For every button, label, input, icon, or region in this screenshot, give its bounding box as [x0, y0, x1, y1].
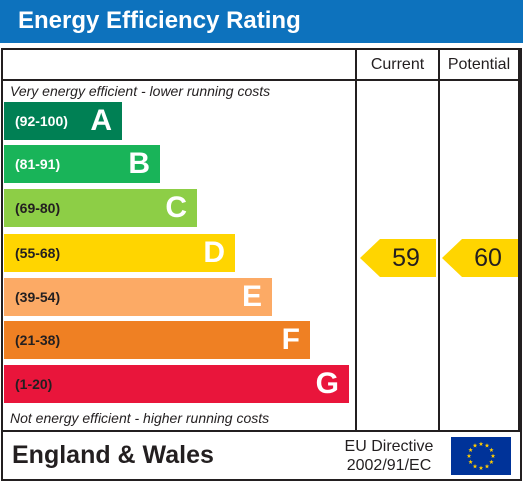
eu-star-icon — [472, 443, 478, 448]
column-header-current: Current — [370, 56, 425, 73]
band-f: (21-38) F — [4, 321, 310, 359]
header-row-divider — [1, 79, 522, 81]
note-efficient: Very energy efficient - lower running co… — [10, 83, 271, 99]
band-e: (39-54) E — [4, 278, 272, 316]
directive-line-2: 2002/91/EC — [346, 457, 432, 474]
band-range: (81-91) — [15, 156, 61, 172]
note-inefficient: Not energy efficient - higher running co… — [10, 410, 270, 426]
current-rating-value: 59 — [392, 244, 420, 272]
column-divider-current — [355, 48, 357, 432]
eu-star-icon — [472, 463, 478, 469]
footer-row-divider — [1, 430, 522, 432]
eu-star-icon — [468, 447, 473, 452]
region-label: England & Wales — [12, 441, 214, 469]
column-header-potential: Potential — [447, 56, 511, 73]
eu-directive: EU Directive 2002/91/EC — [336, 437, 442, 475]
eu-star-icon — [478, 465, 484, 470]
band-letter: A — [90, 104, 112, 137]
eu-star-icon — [484, 463, 490, 469]
band-letter: D — [203, 236, 225, 269]
band-range: (55-68) — [15, 245, 61, 261]
eu-star-icon — [468, 459, 473, 464]
column-divider-potential — [438, 48, 440, 432]
column-divider-right — [518, 48, 520, 432]
band-range: (1-20) — [15, 376, 53, 392]
band-range: (92-100) — [15, 113, 68, 129]
current-rating-arrow: 59 — [360, 239, 436, 277]
directive-line-1: EU Directive — [344, 438, 434, 455]
eu-star-icon — [478, 441, 484, 446]
eu-star-icon — [489, 459, 494, 464]
band-a: (92-100) A — [4, 102, 122, 140]
rating-table — [1, 48, 522, 481]
potential-rating-arrow: 60 — [442, 239, 518, 277]
band-range: (21-38) — [15, 332, 61, 348]
band-g: (1-20) G — [4, 365, 349, 403]
page-title: Energy Efficiency Rating — [18, 7, 301, 34]
band-c: (69-80) C — [4, 189, 197, 227]
eu-flag-icon — [451, 437, 511, 475]
eu-star-icon — [489, 447, 494, 452]
potential-rating-value: 60 — [474, 244, 502, 272]
eu-star-icon — [466, 453, 472, 458]
band-letter: C — [165, 191, 187, 224]
eu-star-icon — [490, 453, 496, 458]
band-d: (55-68) D — [4, 234, 235, 272]
band-letter: B — [128, 147, 150, 180]
band-range: (39-54) — [15, 289, 61, 305]
band-range: (69-80) — [15, 200, 61, 216]
band-b: (81-91) B — [4, 145, 160, 183]
band-letter: G — [315, 367, 339, 400]
band-letter: E — [241, 280, 262, 313]
header-bar: Energy Efficiency Rating — [0, 0, 523, 43]
band-letter: F — [281, 323, 300, 356]
eu-star-icon — [484, 443, 490, 448]
